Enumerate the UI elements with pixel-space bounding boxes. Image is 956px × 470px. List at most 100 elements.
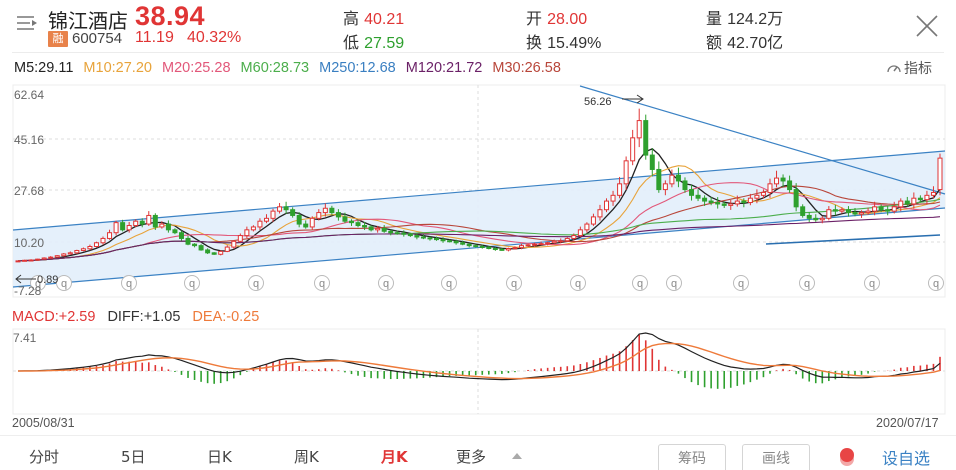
stat-amount: 额 42.70亿 <box>706 33 784 52</box>
tab-weekly-k[interactable]: 周K <box>294 448 319 466</box>
header-divider <box>12 52 944 53</box>
candle-body <box>133 220 139 227</box>
tab-more[interactable]: 更多 <box>456 448 487 466</box>
candle-body <box>499 248 505 251</box>
candle-body <box>754 194 760 199</box>
candle-body <box>532 243 538 246</box>
candle-body <box>865 210 871 214</box>
axis-label-4: 10.20 <box>14 236 44 250</box>
q-event-marker[interactable]: q <box>799 275 815 291</box>
candle-body <box>878 206 884 211</box>
candle-body <box>394 232 400 235</box>
candle-body <box>885 209 891 212</box>
candle-body <box>466 243 472 247</box>
candle-body <box>669 174 675 185</box>
candle-body <box>296 214 302 225</box>
candle-body <box>48 256 54 259</box>
resistance-line <box>579 85 946 195</box>
ma60-label: M60:28.73 <box>240 60 310 76</box>
q-event-marker[interactable]: q <box>248 275 264 291</box>
candle-body <box>80 248 86 252</box>
menu-icon[interactable] <box>16 14 38 32</box>
svg-text:q: q <box>869 278 875 290</box>
candle-body <box>329 207 335 214</box>
svg-text:q: q <box>35 278 41 290</box>
axis-label-3: 27.68 <box>14 184 44 198</box>
tab-intraday[interactable]: 分时 <box>29 448 60 466</box>
macd-chart[interactable]: 7.41 <box>0 328 956 416</box>
q-event-marker[interactable]: q <box>666 275 682 291</box>
candle-body <box>211 252 217 255</box>
ma120-line <box>17 216 941 262</box>
tab-5day[interactable]: 5日 <box>121 448 146 466</box>
trend-channel <box>13 151 945 287</box>
q-event-marker[interactable]: q <box>864 275 880 291</box>
q-event-marker[interactable]: q <box>184 275 200 291</box>
candle-body <box>126 225 132 231</box>
svg-text:q: q <box>511 278 517 290</box>
candle-body <box>224 246 230 252</box>
candle-body <box>702 197 708 202</box>
candle-body <box>348 220 354 224</box>
candle-body <box>159 223 165 228</box>
q-event-marker[interactable]: q <box>928 275 944 291</box>
candle-body <box>185 237 191 245</box>
candle-body <box>87 245 93 250</box>
axis-label-top: 62.64 <box>14 88 44 102</box>
candle-body <box>479 245 485 248</box>
candle-body <box>237 235 243 242</box>
candle-body <box>375 227 381 231</box>
indicator-button[interactable]: 指标 <box>886 58 932 78</box>
candle-body <box>486 246 492 250</box>
candle-body <box>656 168 662 191</box>
q-event-marker[interactable]: q <box>733 275 749 291</box>
diff-value: DIFF:+1.05 <box>107 309 181 325</box>
candle-body <box>335 212 341 218</box>
candle-body <box>780 177 786 182</box>
favorite-dot-icon[interactable] <box>840 448 854 462</box>
candle-body <box>388 230 394 234</box>
tab-daily-k[interactable]: 日K <box>207 448 232 466</box>
draw-line-button[interactable]: 画线 <box>742 444 810 470</box>
tab-monthly-k[interactable]: 月K <box>381 448 408 466</box>
candle-body <box>414 235 420 238</box>
current-price: 38.94 <box>135 1 206 31</box>
q-event-marker[interactable]: q <box>506 275 522 291</box>
candle-body <box>113 222 119 234</box>
q-event-marker[interactable]: q <box>121 275 137 291</box>
add-favorite-button[interactable]: 设自选 <box>882 449 931 468</box>
min-price-marker: 0.89 <box>37 274 58 286</box>
q-event-marker[interactable]: q <box>314 275 330 291</box>
candle-body <box>787 180 793 191</box>
svg-text:q: q <box>446 278 452 290</box>
stat-high: 高 40.21 <box>343 9 405 28</box>
candle-body <box>617 183 623 196</box>
candle-body <box>604 200 610 211</box>
q-event-marker[interactable]: q <box>56 275 72 291</box>
candle-body <box>447 240 453 243</box>
stock-code: 600754 <box>72 30 123 47</box>
candle-body <box>675 174 681 182</box>
candle-body <box>381 227 387 232</box>
chevron-up-icon[interactable] <box>512 453 522 459</box>
ma30-label: M30:26.58 <box>492 60 561 76</box>
candle-body <box>505 248 511 251</box>
chips-button[interactable]: 筹码 <box>658 444 726 470</box>
ma20-label: M20:25.28 <box>161 60 231 76</box>
margin-badge: 融 <box>48 31 68 47</box>
q-event-marker[interactable]: q <box>632 275 648 291</box>
macd-legend[interactable]: MACD:+2.59 DIFF:+1.05 DEA:-0.25 <box>12 309 267 325</box>
candle-body <box>303 223 309 228</box>
candle-body <box>590 216 596 225</box>
stat-turnover: 换 15.49% <box>526 33 602 52</box>
close-icon[interactable] <box>913 12 941 40</box>
candle-body <box>139 220 145 225</box>
q-event-marker[interactable]: q <box>441 275 457 291</box>
candle-body <box>427 237 433 240</box>
candle-body <box>41 257 47 260</box>
q-event-marker[interactable]: q <box>378 275 394 291</box>
svg-text:q: q <box>637 278 643 290</box>
candle-body <box>322 207 328 214</box>
q-event-marker[interactable]: q <box>570 275 586 291</box>
